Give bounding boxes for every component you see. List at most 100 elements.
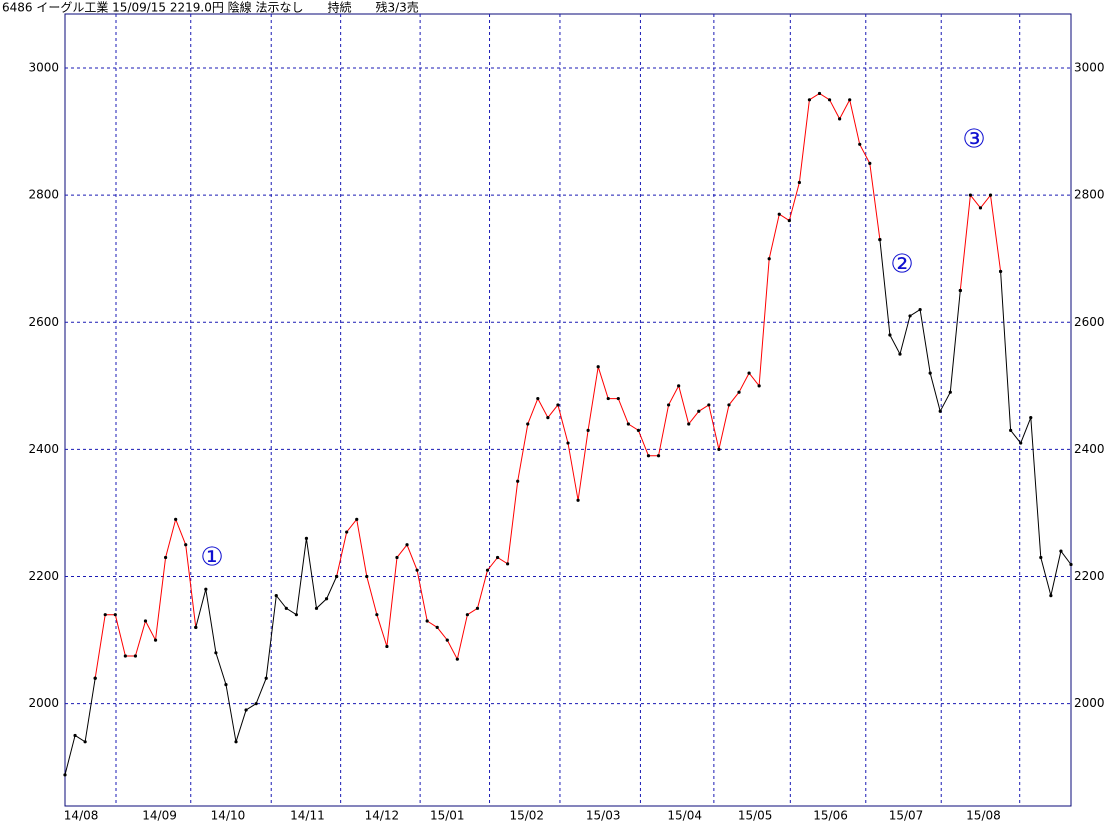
price-point [274,594,278,598]
x-tick-label: 15/02 [509,809,544,823]
x-tick-label: 15/01 [430,809,465,823]
price-point [415,568,419,572]
price-point [516,479,520,483]
price-point [365,574,369,579]
price-point [184,543,188,547]
y-tick-label-right: 2400 [1074,442,1105,456]
price-point [234,740,238,744]
price-point [395,555,399,560]
price-point [687,422,691,426]
price-point [868,161,872,165]
price-point [294,613,298,617]
price-point [646,454,651,458]
price-point [807,98,812,102]
price-point [475,606,480,610]
price-point [375,613,379,617]
y-tick-label: 2600 [28,315,59,329]
price-point [63,773,67,777]
price-point [767,257,771,261]
plot-frame [64,13,1072,807]
price-point [968,193,973,197]
price-point [586,428,590,432]
price-point [103,613,107,617]
price-point [526,422,530,426]
price-point [224,682,228,687]
price-point [1009,428,1013,432]
price-point [405,543,409,547]
price-point [858,142,862,146]
price-point [385,644,389,649]
x-tick-label: 14/08 [64,809,99,823]
price-point [1039,555,1043,560]
price-point [958,288,962,293]
price-point [636,428,641,432]
price-point [194,625,198,629]
price-point [83,740,87,744]
x-tick-label: 14/12 [365,809,400,823]
price-point [998,269,1003,274]
price-point [878,238,882,242]
price-point [495,555,500,560]
price-point [214,651,218,655]
price-point [787,218,791,223]
y-tick-label-right: 2600 [1074,315,1105,329]
annotation: ③ [962,125,985,155]
price-point [123,654,127,658]
price-point [345,530,349,534]
price-point [164,555,168,560]
price-point [485,568,490,572]
price-point [264,676,268,680]
chart-title: 6486 イーグル工業 15/09/15 2219.0円 陰線 法示なし 持続 … [2,0,419,15]
x-tick-label: 14/10 [211,809,246,823]
annotation: ② [890,250,913,280]
price-point [204,587,208,591]
price-point [1049,594,1053,598]
x-tick-label: 15/03 [586,809,621,823]
y-tick-label-right: 3000 [1074,61,1105,75]
price-point [717,447,721,452]
price-point [606,396,610,401]
price-point [988,193,993,197]
price-point [244,708,248,712]
price-point [888,333,892,337]
y-tick-label: 2200 [28,569,59,583]
price-point [817,91,822,96]
price-point [1019,441,1023,445]
price-point [747,371,751,375]
price-point [938,409,942,413]
annotation: ① [200,543,223,573]
y-tick-label-right: 2200 [1074,569,1105,583]
x-tick-label: 15/04 [667,809,702,823]
price-point [566,441,570,445]
price-point [1069,562,1073,567]
y-tick-label: 3000 [28,61,59,75]
price-point [1059,549,1063,553]
price-point [848,98,852,102]
x-tick-label: 15/06 [813,809,848,823]
price-point [596,365,600,369]
price-point [546,416,550,420]
price-point [757,384,761,388]
price-point [667,403,671,407]
price-point [355,517,359,521]
price-point [254,702,258,706]
price-point [153,638,158,642]
y-tick-label: 2400 [28,442,59,456]
price-point [143,619,148,623]
price-point [908,314,912,318]
price-point [978,206,983,210]
price-point [174,517,178,521]
price-point [425,619,429,623]
price-point [1029,416,1033,420]
price-point [777,212,781,216]
price-point [314,606,319,610]
price-point [113,613,117,617]
price-point [827,98,832,102]
price-point [455,657,459,661]
price-point [73,733,77,738]
price-point [948,390,952,394]
y-tick-label-right: 2000 [1074,696,1105,710]
price-point [727,403,731,407]
